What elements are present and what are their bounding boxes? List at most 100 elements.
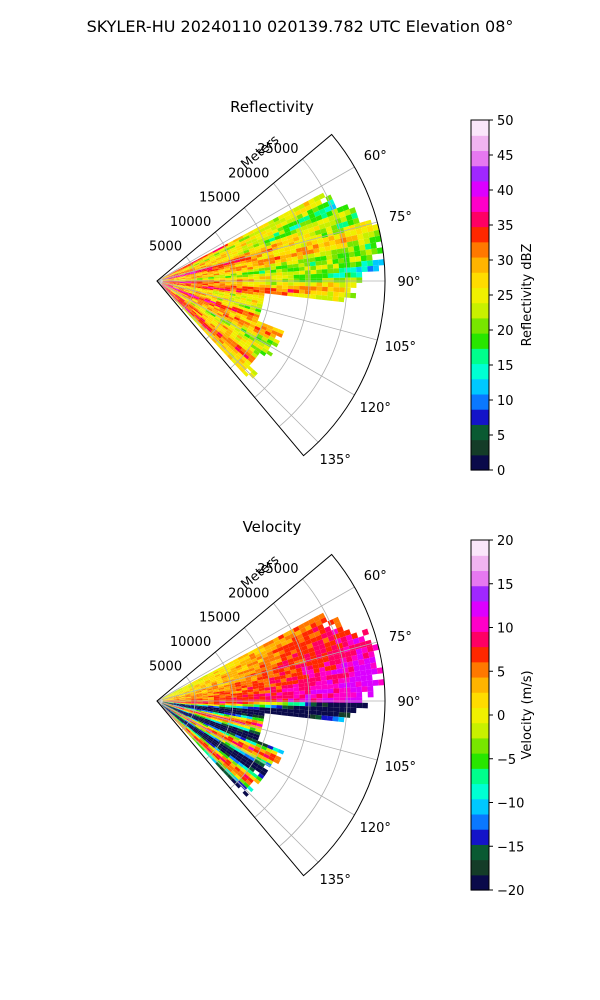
echo-cell bbox=[275, 223, 283, 229]
echo-cell bbox=[236, 772, 244, 779]
echo-cell bbox=[327, 688, 334, 694]
echo-cell bbox=[179, 279, 186, 281]
echo-cell bbox=[212, 713, 219, 717]
echo-cell bbox=[162, 275, 168, 279]
echo-cell bbox=[279, 254, 287, 260]
echo-cell bbox=[203, 256, 210, 261]
echo-cell bbox=[173, 277, 180, 279]
echo-cell bbox=[307, 227, 315, 234]
echo-cell bbox=[196, 271, 202, 275]
echo-cell bbox=[363, 657, 371, 665]
echo-cell bbox=[345, 214, 353, 222]
echo-cell bbox=[265, 284, 271, 288]
colorbar-swatch bbox=[471, 135, 489, 152]
echo-cell bbox=[205, 681, 211, 685]
echo-cell bbox=[170, 711, 175, 716]
echo-cell bbox=[287, 292, 294, 297]
echo-cell bbox=[280, 656, 288, 662]
echo-cell bbox=[161, 704, 167, 708]
echo-field bbox=[160, 192, 385, 379]
echo-cell bbox=[162, 699, 169, 701]
echo-cell bbox=[231, 320, 238, 326]
echo-cell bbox=[207, 271, 214, 274]
echo-cell bbox=[186, 307, 192, 312]
echo-cell bbox=[230, 273, 237, 276]
echo-cell bbox=[242, 277, 249, 280]
echo-cell bbox=[213, 252, 220, 256]
echo-cell bbox=[179, 703, 186, 705]
echo-cell bbox=[338, 678, 345, 684]
echo-cell bbox=[214, 334, 221, 341]
echo-cell bbox=[179, 696, 186, 699]
echo-cell bbox=[296, 251, 303, 257]
echo-cell bbox=[183, 710, 190, 713]
echo-cell bbox=[201, 287, 208, 290]
echo-cell bbox=[252, 265, 259, 270]
echo-cell bbox=[247, 708, 254, 712]
echo-cell bbox=[242, 765, 249, 772]
echo-cell bbox=[335, 243, 343, 250]
echo-cell bbox=[215, 257, 222, 261]
range-tick-label: 5000 bbox=[149, 660, 182, 675]
echo-cell bbox=[174, 282, 180, 283]
echo-cell bbox=[241, 355, 248, 362]
echo-cell bbox=[215, 722, 222, 727]
echo-cell bbox=[247, 686, 254, 690]
echo-cell bbox=[327, 702, 334, 708]
echo-cell bbox=[323, 661, 331, 667]
echo-cell bbox=[185, 701, 192, 703]
echo-cell bbox=[288, 702, 294, 706]
echo-cell bbox=[182, 685, 188, 689]
echo-cell bbox=[214, 725, 220, 730]
echo-cell bbox=[242, 706, 249, 709]
echo-cell bbox=[162, 276, 168, 280]
echo-cell bbox=[309, 681, 316, 687]
echo-cell bbox=[213, 271, 220, 275]
echo-cell bbox=[179, 282, 186, 285]
echo-cell bbox=[248, 652, 256, 658]
echo-cell bbox=[202, 702, 209, 705]
echo-cell bbox=[259, 270, 266, 274]
echo-cell bbox=[272, 216, 280, 223]
echo-cell bbox=[339, 272, 346, 278]
echo-cell bbox=[222, 719, 229, 723]
echo-cell bbox=[216, 717, 223, 721]
echo-cell bbox=[184, 720, 190, 725]
colorbar-swatch bbox=[471, 120, 489, 136]
echo-cell bbox=[205, 295, 212, 300]
echo-cell bbox=[191, 737, 197, 743]
echo-cell bbox=[188, 714, 194, 718]
echo-cell bbox=[208, 278, 214, 281]
echo-cell bbox=[272, 669, 280, 675]
echo-cell bbox=[243, 773, 250, 780]
echo-cell bbox=[162, 279, 169, 281]
azimuth-gridline bbox=[156, 586, 355, 702]
echo-cell bbox=[262, 675, 269, 680]
echo-cell bbox=[162, 701, 169, 703]
echo-cell bbox=[236, 281, 243, 284]
echo-cell bbox=[282, 644, 290, 650]
echo-cell bbox=[249, 743, 256, 749]
echo-cell bbox=[224, 667, 231, 672]
echo-cell bbox=[216, 312, 223, 317]
echo-cell bbox=[198, 739, 204, 745]
colorbar-tick-label: 30 bbox=[497, 254, 514, 269]
echo-cell bbox=[371, 248, 378, 255]
echo-cell bbox=[261, 756, 269, 762]
echo-cell bbox=[199, 309, 205, 314]
echo-cell bbox=[307, 669, 315, 675]
echo-cell bbox=[329, 659, 336, 666]
echo-cell bbox=[236, 730, 243, 735]
echo-cell bbox=[356, 697, 363, 703]
echo-cell bbox=[289, 645, 296, 652]
echo-cell bbox=[185, 703, 192, 705]
colorbar-swatch bbox=[471, 753, 489, 769]
echo-cell bbox=[184, 270, 190, 274]
echo-cell bbox=[184, 285, 191, 288]
azimuth-tick-label: 120° bbox=[360, 821, 391, 836]
echo-cell bbox=[341, 641, 349, 648]
echo-cell bbox=[205, 739, 211, 745]
echo-cell bbox=[213, 273, 220, 276]
echo-cell bbox=[183, 689, 190, 693]
echo-cell bbox=[224, 331, 231, 338]
